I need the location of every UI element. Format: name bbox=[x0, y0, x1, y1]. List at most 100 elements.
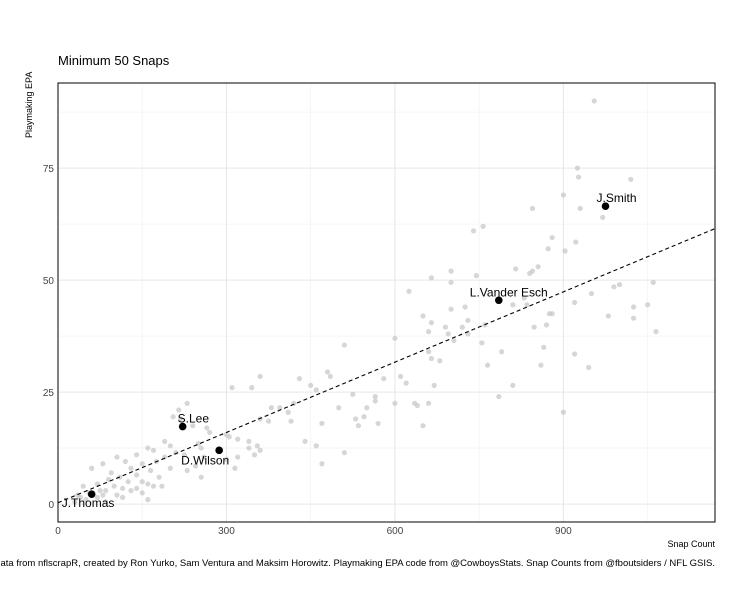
data-point bbox=[288, 418, 294, 424]
data-point bbox=[145, 497, 151, 503]
data-point bbox=[521, 295, 527, 301]
data-point bbox=[268, 405, 274, 411]
data-point bbox=[524, 302, 530, 308]
data-point bbox=[426, 349, 432, 355]
data-point bbox=[246, 445, 252, 451]
data-point bbox=[372, 393, 378, 400]
data-point bbox=[246, 438, 252, 444]
point-label: S.Lee bbox=[178, 412, 210, 426]
data-point bbox=[139, 461, 145, 467]
data-point bbox=[122, 458, 128, 465]
x-tick-label: 0 bbox=[55, 526, 61, 537]
data-point bbox=[94, 494, 100, 500]
data-point bbox=[162, 438, 168, 444]
data-point bbox=[89, 465, 95, 471]
data-point bbox=[545, 246, 551, 252]
data-point bbox=[428, 320, 435, 326]
data-point bbox=[313, 387, 319, 393]
plot-frame bbox=[57, 82, 716, 523]
data-point bbox=[560, 409, 566, 415]
data-point bbox=[134, 472, 140, 478]
data-point bbox=[302, 438, 308, 444]
data-point bbox=[198, 445, 204, 451]
data-point bbox=[572, 299, 578, 306]
trendline bbox=[57, 228, 716, 504]
x-axis-label: Snap Count bbox=[667, 539, 715, 549]
data-point bbox=[190, 423, 196, 429]
trendline-group bbox=[57, 228, 716, 504]
data-point bbox=[119, 494, 126, 500]
data-point bbox=[254, 443, 260, 449]
data-point bbox=[103, 499, 109, 505]
data-point bbox=[181, 452, 187, 458]
data-point bbox=[628, 176, 634, 182]
data-point bbox=[145, 481, 151, 487]
data-point bbox=[83, 497, 89, 503]
y-tick-label: 50 bbox=[43, 276, 55, 287]
data-point bbox=[480, 223, 486, 229]
data-point bbox=[448, 306, 454, 312]
data-point bbox=[445, 331, 451, 337]
data-point bbox=[426, 329, 432, 335]
data-point bbox=[484, 362, 491, 368]
data-point bbox=[249, 385, 255, 391]
point-label: J.Thomas bbox=[62, 496, 115, 510]
highlighted-points: J.Smith L.Vander Esch S.Lee D.Wilson J.Thoma… bbox=[62, 191, 637, 510]
data-point bbox=[139, 490, 145, 496]
data-point bbox=[451, 337, 457, 344]
y-tick-label: 0 bbox=[48, 500, 54, 511]
chart-caption: Data from nflscrapR, created by Ron Yurk… bbox=[0, 558, 715, 569]
data-point bbox=[448, 268, 454, 274]
data-point bbox=[176, 407, 182, 413]
data-point bbox=[462, 304, 468, 310]
data-point bbox=[543, 322, 550, 328]
chart-subtitle: Minimum 50 Snaps bbox=[58, 53, 170, 68]
data-point bbox=[353, 416, 359, 422]
data-point bbox=[313, 443, 319, 449]
data-point bbox=[573, 239, 579, 245]
data-point bbox=[470, 228, 477, 234]
data-point bbox=[319, 461, 325, 467]
data-point bbox=[223, 456, 230, 462]
data-point bbox=[420, 313, 426, 319]
gridlines bbox=[57, 83, 715, 522]
data-point bbox=[479, 340, 485, 346]
data-point bbox=[541, 344, 547, 350]
data-point bbox=[577, 205, 583, 212]
data-point bbox=[572, 351, 578, 357]
data-point bbox=[128, 488, 134, 494]
data-point bbox=[177, 416, 184, 422]
data-point bbox=[341, 449, 347, 456]
data-point bbox=[645, 302, 651, 308]
data-point bbox=[111, 483, 117, 489]
highlighted-point bbox=[215, 446, 223, 455]
data-point bbox=[198, 474, 204, 480]
data-point bbox=[510, 382, 516, 388]
data-point bbox=[192, 463, 199, 469]
data-point bbox=[207, 429, 213, 436]
data-point bbox=[265, 418, 272, 424]
y-tick-label: 75 bbox=[43, 164, 55, 175]
data-point bbox=[97, 488, 103, 494]
data-point bbox=[448, 279, 454, 285]
data-point bbox=[375, 420, 381, 427]
highlighted-point bbox=[87, 490, 96, 499]
data-point bbox=[229, 385, 235, 391]
data-point bbox=[324, 369, 331, 375]
data-point bbox=[184, 467, 190, 474]
data-point bbox=[336, 405, 342, 411]
data-point bbox=[257, 373, 263, 380]
data-point bbox=[392, 335, 398, 341]
data-point bbox=[235, 454, 241, 460]
data-point bbox=[513, 266, 519, 272]
data-point bbox=[611, 284, 617, 290]
point-label: D.Wilson bbox=[181, 453, 229, 467]
data-point bbox=[428, 275, 435, 281]
data-point bbox=[350, 391, 356, 397]
x-tick-label: 600 bbox=[387, 526, 404, 537]
data-point bbox=[100, 492, 106, 498]
data-point bbox=[403, 380, 409, 386]
data-point bbox=[397, 373, 404, 380]
data-point bbox=[139, 479, 145, 485]
